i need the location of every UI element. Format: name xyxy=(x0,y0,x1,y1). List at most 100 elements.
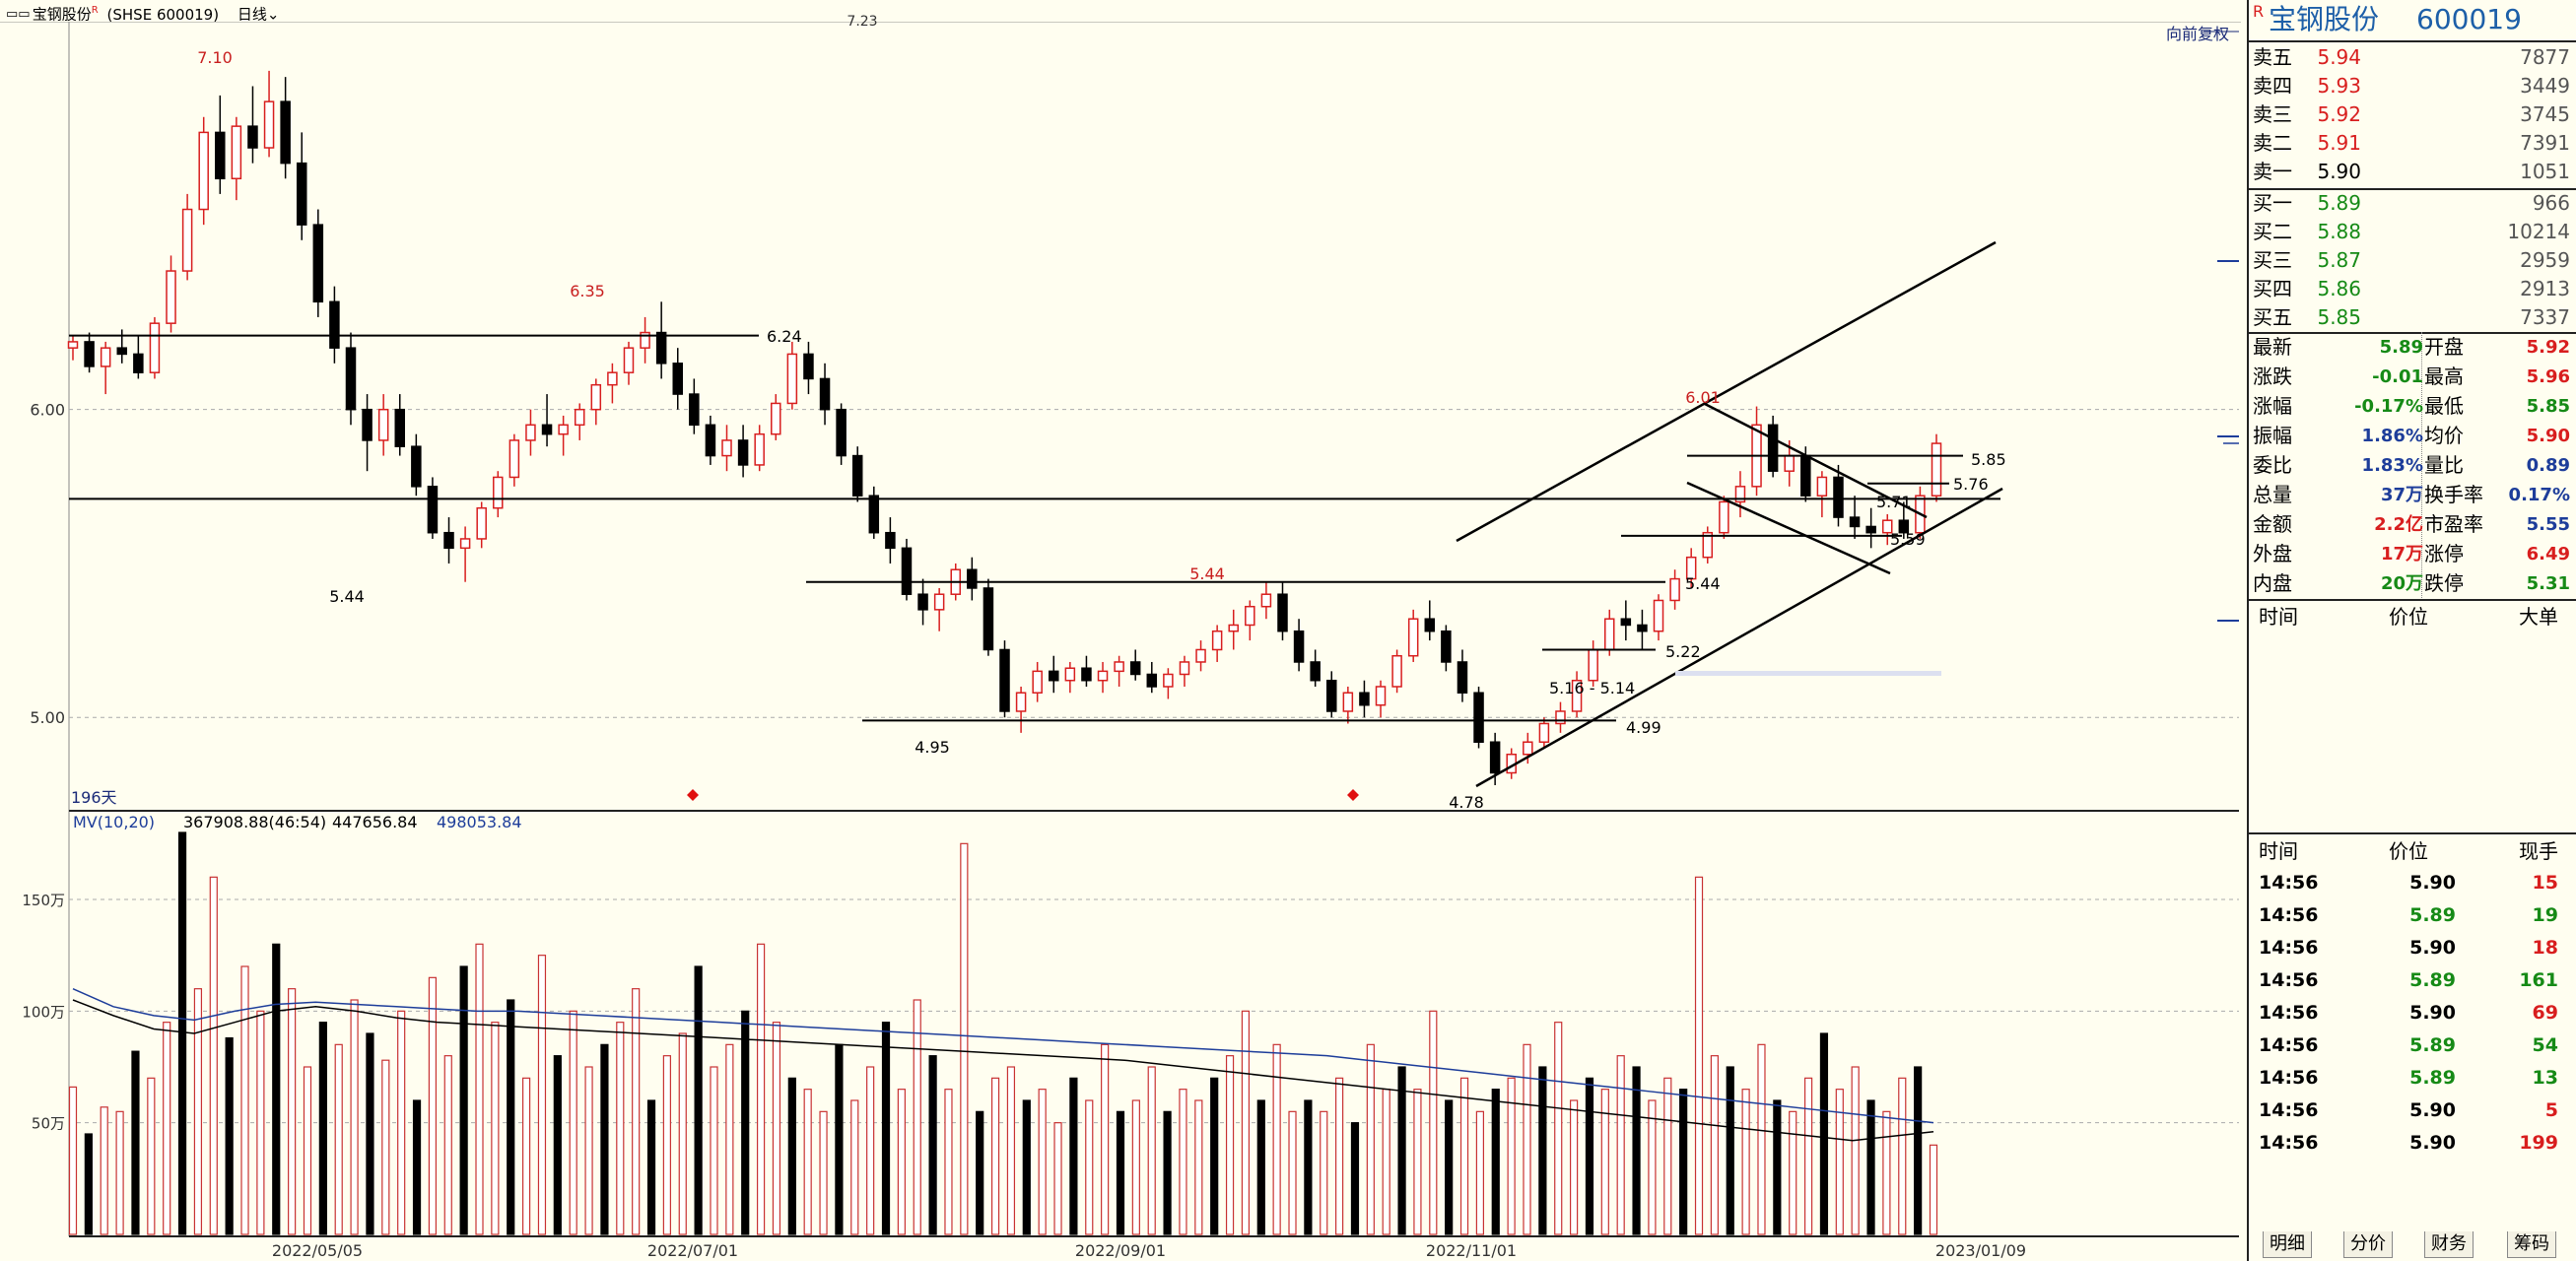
candle-body xyxy=(1211,630,1223,651)
volume-bar xyxy=(632,988,641,1235)
tab-3[interactable]: 财务 xyxy=(2424,1231,2474,1258)
volume-bar xyxy=(960,842,969,1235)
level-label: 买一 xyxy=(2253,191,2292,215)
tick-price: 5.90 xyxy=(2409,1002,2456,1024)
volume-bar xyxy=(177,831,187,1235)
quote-label: 最高 xyxy=(2424,365,2464,388)
volume-bar xyxy=(569,1010,577,1235)
candle-body xyxy=(1833,476,1844,518)
tick-row: 14:56 5.89 54 xyxy=(2249,1029,2576,1062)
candle-body xyxy=(296,162,307,226)
volume-bar xyxy=(600,1043,609,1235)
sell-level-1[interactable]: 卖五 5.94 7877 xyxy=(2249,43,2576,72)
quote-label: 跌停 xyxy=(2424,571,2464,595)
level-price: 5.88 xyxy=(2317,220,2361,243)
candle-body xyxy=(541,424,553,435)
volume-bar xyxy=(1710,1055,1719,1235)
level-label: 买二 xyxy=(2253,220,2292,243)
kline-chart[interactable]: 6.00 5.00 150万 100万 50万 7.10 6.35 6.24 5.44 5.44 4… xyxy=(0,0,2245,1261)
candle-body xyxy=(705,424,716,457)
volume-bar xyxy=(913,999,921,1235)
volume-bar xyxy=(522,1077,531,1235)
volume-bar xyxy=(100,1106,108,1235)
quote-value: 0.17% xyxy=(2508,485,2570,505)
candle-body xyxy=(1245,605,1255,627)
quote-row: 金额 2.2亿 市盈率 5.55 xyxy=(2249,510,2576,539)
price-annotation: 5.44 xyxy=(329,587,365,606)
volume-bar xyxy=(662,1055,671,1235)
volume-bar xyxy=(1648,1099,1657,1235)
candle-body xyxy=(1669,577,1680,602)
level-volume: 10214 xyxy=(2507,220,2570,243)
volume-bar xyxy=(1789,1110,1797,1235)
sell-level-4[interactable]: 卖二 5.91 7391 xyxy=(2249,129,2576,158)
quote-value: 5.92 xyxy=(2526,337,2570,358)
quote-value: 1.86% xyxy=(2361,426,2423,446)
tab-2[interactable]: 分价 xyxy=(2343,1231,2393,1258)
candle-body xyxy=(868,495,880,534)
candle-body xyxy=(1702,531,1714,559)
candle-body xyxy=(231,125,242,180)
buy-level-3[interactable]: 买三 5.87 2959 xyxy=(2249,246,2576,275)
level-label: 买五 xyxy=(2253,305,2292,329)
quote-label: 最新 xyxy=(2253,335,2292,359)
quote-value: 5.89 xyxy=(2379,337,2423,358)
volume-bar xyxy=(428,976,438,1235)
candle-body xyxy=(721,439,732,457)
candle-body xyxy=(525,424,536,441)
volume-bar xyxy=(1304,1099,1313,1235)
candle-body xyxy=(1719,500,1729,534)
quote-value: 37万 xyxy=(2380,485,2423,505)
price-annotation: 5.59 xyxy=(1890,530,1926,549)
buy-level-2[interactable]: 买二 5.88 10214 xyxy=(2249,218,2576,246)
volume-bar xyxy=(1741,1089,1750,1235)
candle-body xyxy=(476,506,487,540)
buy-level-1[interactable]: 买一 5.89 966 xyxy=(2249,189,2576,218)
candle-body xyxy=(1571,679,1583,712)
volume-bar xyxy=(1053,1122,1062,1235)
sell-level-2[interactable]: 卖四 5.93 3449 xyxy=(2249,72,2576,100)
candle-body xyxy=(1523,741,1533,756)
price-annotation: 4.95 xyxy=(915,738,950,757)
volume-bar xyxy=(1179,1089,1187,1235)
volume-bar xyxy=(725,1043,734,1235)
level-label: 卖五 xyxy=(2253,45,2292,69)
volume-bar xyxy=(1819,1032,1829,1235)
volume-bar xyxy=(1475,1110,1484,1235)
chart-window-icon[interactable]: ▭▭ xyxy=(6,6,31,22)
mv-value-1: 367908.88(46:54) xyxy=(183,813,326,831)
candle-body xyxy=(1588,648,1598,682)
candle-body xyxy=(607,371,618,386)
candle-body xyxy=(1129,661,1141,676)
quote-row: 总量 37万 换手率 0.17% xyxy=(2249,481,2576,509)
buy-level-5[interactable]: 买五 5.85 7337 xyxy=(2249,303,2576,332)
candle-body xyxy=(1734,486,1746,503)
volume-bar xyxy=(944,1089,953,1235)
period-selector[interactable]: 日线⌄ xyxy=(237,5,280,24)
sell-level-5[interactable]: 卖一 5.90 1051 xyxy=(2249,158,2576,186)
tab-4[interactable]: 筹码 xyxy=(2507,1231,2556,1258)
tick-volume: 161 xyxy=(2519,969,2558,991)
candle-body xyxy=(786,353,798,405)
volume-bar xyxy=(1320,1110,1328,1235)
candle-body xyxy=(1816,476,1828,497)
volume-bar xyxy=(1335,1077,1344,1235)
buy-level-4[interactable]: 买四 5.86 2913 xyxy=(2249,275,2576,303)
candle-body xyxy=(427,486,439,534)
volume-bar xyxy=(334,1043,343,1235)
volume-bar xyxy=(491,1022,500,1235)
tab-1[interactable]: 明细 xyxy=(2263,1231,2312,1258)
quote-value: 0.89 xyxy=(2526,455,2570,476)
trend-channel-line xyxy=(1456,240,1997,543)
quote-value: -0.17% xyxy=(2354,396,2423,417)
quote-label: 开盘 xyxy=(2424,335,2464,359)
volume-bar xyxy=(835,1043,844,1235)
tick-time: 14:56 xyxy=(2259,1132,2319,1154)
volume-bar xyxy=(1445,1099,1454,1235)
volume-bar xyxy=(1194,1099,1203,1235)
quote-row: 涨幅 -0.17% 最低 5.85 xyxy=(2249,392,2576,421)
candle-body xyxy=(640,331,650,349)
sell-level-3[interactable]: 卖三 5.92 3745 xyxy=(2249,100,2576,129)
candle-body xyxy=(84,341,95,367)
volume-bar xyxy=(381,1059,390,1235)
